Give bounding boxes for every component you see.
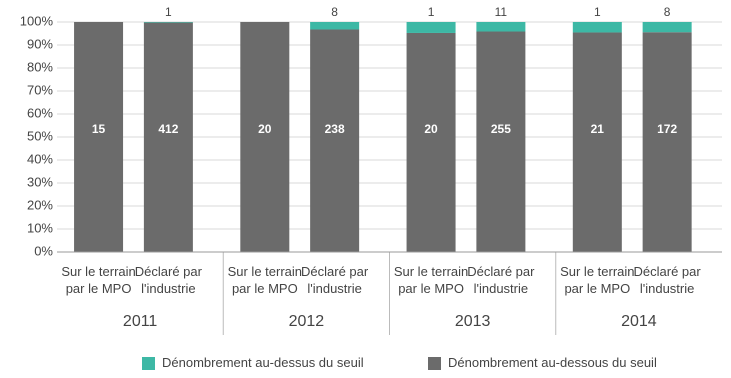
- y-tick-label: 100%: [20, 13, 54, 28]
- y-tick-label: 20%: [27, 197, 53, 212]
- bar-segment: [310, 29, 360, 252]
- bar-segment: [406, 22, 456, 33]
- y-tick-label: 80%: [27, 59, 53, 74]
- bar-segment: [572, 32, 622, 252]
- group-label: 2013: [454, 313, 491, 330]
- data-label: 255: [491, 122, 511, 136]
- data-label: 1: [428, 5, 435, 19]
- bar-segment: [143, 22, 193, 23]
- group-label: 2012: [288, 313, 325, 330]
- bar-segment: [406, 32, 456, 253]
- data-label: 1: [594, 5, 601, 19]
- x-tick-label: Déclaré par l'industrie: [134, 264, 202, 296]
- y-tick-label: 90%: [27, 36, 53, 51]
- x-tick-label: Sur le terrain par le MPO: [393, 264, 469, 296]
- legend-label: Dénombrement au-dessous du seuil: [448, 355, 657, 370]
- bar-segment: [476, 22, 526, 32]
- data-label: 1: [165, 5, 172, 19]
- data-label: 11: [495, 5, 508, 19]
- x-tick-label: Déclaré par l'industrie: [467, 264, 535, 296]
- y-tick-label: 30%: [27, 174, 53, 189]
- data-label: 412: [158, 122, 178, 136]
- x-tick-label: Déclaré par l'industrie: [633, 264, 701, 296]
- legend-swatch: [142, 357, 155, 370]
- legend-label: Dénombrement au-dessus du seuil: [162, 355, 364, 370]
- data-label: 8: [331, 5, 338, 19]
- y-tick-label: 10%: [27, 220, 53, 235]
- bar-segment: [642, 32, 692, 252]
- y-tick-label: 60%: [27, 105, 53, 120]
- x-tick-label: Déclaré par l'industrie: [301, 264, 369, 296]
- group-label: 2014: [621, 313, 657, 330]
- y-tick-label: 0%: [34, 243, 53, 258]
- legend-swatch: [428, 357, 441, 370]
- bar-segment: [310, 22, 360, 30]
- group-label: 2011: [122, 313, 158, 330]
- x-tick-label: Sur le terrain par le MPO: [61, 264, 136, 296]
- y-tick-label: 70%: [27, 82, 53, 97]
- data-label: 20: [424, 122, 438, 136]
- bar-segment: [572, 22, 622, 33]
- x-tick-label: Sur le terrain par le MPO: [227, 264, 303, 296]
- data-label: 15: [92, 122, 106, 136]
- data-label: 8: [664, 5, 671, 19]
- bar-segment: [74, 22, 124, 252]
- data-label: 238: [325, 122, 345, 136]
- bar-segment: [240, 22, 290, 252]
- data-label: 20: [258, 122, 272, 136]
- x-tick-label: Sur le terrain par le MPO: [560, 264, 635, 296]
- bar-segment: [143, 22, 193, 252]
- bar-segment: [476, 31, 526, 253]
- y-tick-label: 50%: [27, 128, 53, 143]
- data-label: 172: [657, 122, 677, 136]
- y-tick-label: 40%: [27, 151, 53, 166]
- bar-segment: [642, 22, 692, 33]
- data-label: 21: [591, 122, 605, 136]
